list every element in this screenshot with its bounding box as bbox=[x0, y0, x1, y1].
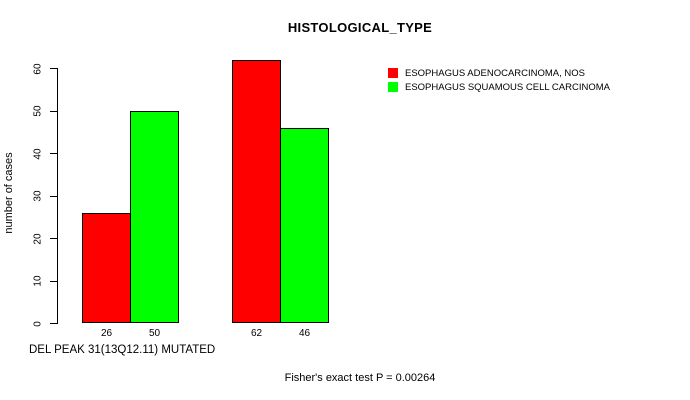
bar-group2-series1 bbox=[232, 59, 281, 323]
legend: ESOPHAGUS ADENOCARCINOMA, NOS ESOPHAGUS S… bbox=[388, 66, 610, 94]
fisher-test-note: Fisher's exact test P = 0.00264 bbox=[284, 372, 436, 384]
y-tick bbox=[50, 238, 57, 239]
y-tick bbox=[50, 68, 57, 69]
bar-value-label: 62 bbox=[250, 328, 263, 339]
y-tick-label: 0 bbox=[32, 320, 44, 327]
bar-group1-series2 bbox=[130, 110, 179, 323]
x-axis-label: DEL PEAK 31(13Q12.11) MUTATED bbox=[29, 344, 216, 356]
y-tick bbox=[50, 195, 57, 197]
legend-row: ESOPHAGUS ADENOCARCINOMA, NOS bbox=[388, 66, 610, 80]
legend-label: ESOPHAGUS ADENOCARCINOMA, NOS bbox=[405, 67, 586, 79]
chart-title: HISTOLOGICAL_TYPE bbox=[287, 20, 433, 35]
bar-group1-series1 bbox=[82, 212, 131, 323]
y-tick bbox=[50, 110, 57, 112]
y-tick-label: 20 bbox=[32, 232, 44, 245]
y-tick bbox=[50, 280, 57, 282]
bar-value-label: 46 bbox=[298, 328, 311, 339]
legend-swatch-icon bbox=[388, 68, 398, 78]
y-axis-label: number of cases bbox=[3, 152, 15, 234]
y-tick-label: 60 bbox=[32, 62, 44, 75]
y-axis-line bbox=[57, 68, 58, 324]
legend-label: ESOPHAGUS SQUAMOUS CELL CARCINOMA bbox=[405, 81, 610, 93]
bar-group2-series2 bbox=[280, 127, 329, 323]
y-tick-label: 40 bbox=[32, 147, 44, 160]
legend-swatch-icon bbox=[388, 82, 398, 92]
y-tick bbox=[50, 323, 57, 324]
y-tick-label: 10 bbox=[32, 275, 44, 287]
legend-row: ESOPHAGUS SQUAMOUS CELL CARCINOMA bbox=[388, 80, 610, 94]
bar-value-label: 50 bbox=[148, 328, 161, 339]
y-tick-label: 50 bbox=[32, 105, 44, 117]
bar-value-label: 26 bbox=[100, 328, 113, 339]
y-tick bbox=[50, 153, 57, 154]
y-tick-label: 30 bbox=[32, 190, 44, 202]
